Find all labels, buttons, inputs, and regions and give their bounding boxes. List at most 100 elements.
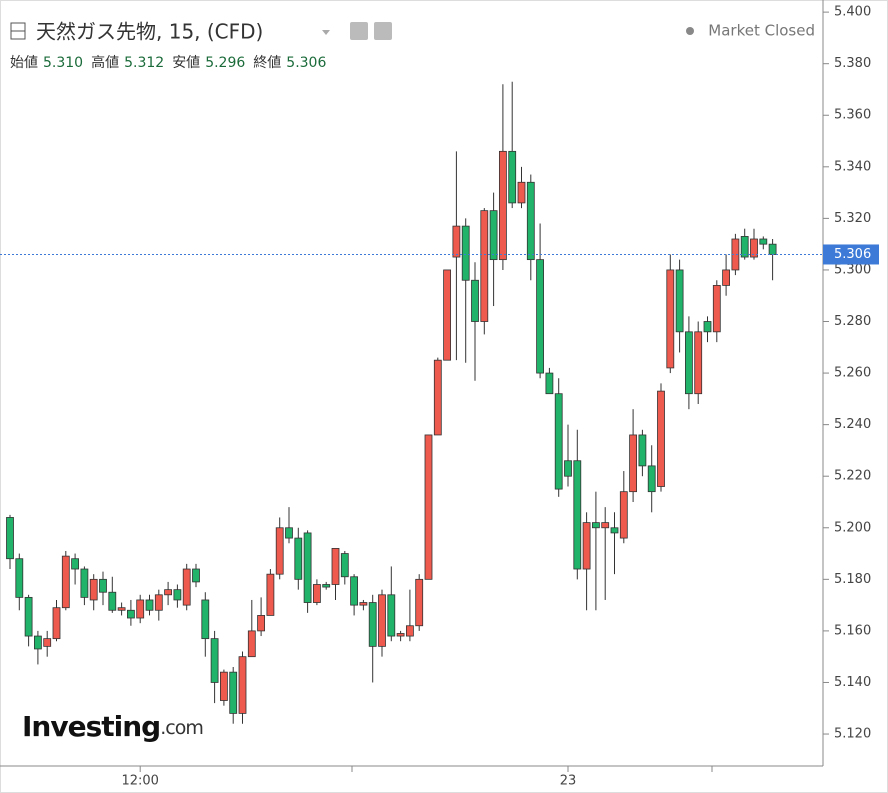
ohlc-label: 安値 [172, 55, 200, 71]
logo-suffix: .com [160, 717, 203, 739]
y-tick-label: 5.200 [834, 520, 871, 535]
y-tick-label: 5.340 [834, 159, 871, 174]
candle-body [164, 589, 173, 596]
last-price-box [823, 244, 879, 265]
logo-main: Investing [22, 710, 160, 743]
candle-body [61, 555, 70, 609]
y-tick-label: 5.280 [834, 314, 871, 329]
candle-body [247, 630, 256, 658]
eye-icon[interactable] [350, 22, 368, 40]
candle-body [508, 150, 517, 204]
settings-icon[interactable] [374, 22, 392, 40]
ohlc-value: 5.312 [124, 55, 164, 71]
candle-body [359, 602, 368, 606]
candle-body [498, 150, 507, 261]
candle-body [387, 594, 396, 637]
candle-body [201, 599, 210, 640]
y-tick-label: 5.360 [834, 108, 871, 123]
candle-body [350, 576, 359, 606]
candle-body [666, 269, 675, 369]
candle-body [52, 607, 61, 640]
candle-body [480, 210, 489, 322]
candle-body [173, 589, 182, 601]
candle-body [108, 591, 117, 611]
candle-body [145, 599, 154, 611]
y-tick-label: 5.380 [834, 56, 871, 71]
candle-body [405, 625, 414, 637]
candle-body [99, 578, 107, 593]
logo: Investing.com [22, 710, 203, 743]
y-tick-label: 5.240 [834, 417, 871, 432]
candle-body [610, 527, 619, 534]
candle-body [127, 609, 135, 619]
ohlc-label: 始値 [10, 55, 38, 71]
candle-body [731, 238, 740, 271]
y-tick-label: 5.120 [834, 727, 871, 742]
candle-body [433, 359, 442, 436]
candle-body [638, 434, 647, 467]
candle-body [378, 594, 386, 647]
last-price-label: 5.306 [834, 247, 871, 262]
candle-body [340, 553, 349, 578]
candle-body [285, 527, 293, 539]
candle-body [452, 225, 461, 258]
candle-body [685, 331, 693, 395]
candle-body [545, 372, 554, 395]
candle-body [368, 602, 377, 647]
candle-body [266, 573, 275, 616]
candle-body [136, 599, 145, 619]
candle-body [80, 568, 89, 598]
x-tick-label: 12:00 [121, 774, 158, 789]
candle-body [210, 638, 219, 683]
dropdown-icon[interactable] [322, 30, 330, 35]
candle-body [24, 596, 33, 637]
candle-body [331, 547, 340, 585]
candle-body [257, 615, 266, 632]
market-status: Market Closed [708, 22, 815, 40]
candle-body [34, 635, 42, 650]
candle-body [424, 434, 433, 580]
candle-body [43, 638, 52, 647]
candle-body [675, 269, 684, 333]
candle-body [573, 460, 582, 570]
candle-body [461, 225, 470, 281]
candle-body [71, 558, 79, 570]
ohlc-value: 5.310 [43, 55, 83, 71]
candle-body [517, 181, 526, 204]
candle-body [6, 517, 14, 560]
candle-body [275, 527, 284, 575]
candle-body [489, 210, 498, 261]
candle-body [443, 269, 452, 361]
y-tick-label: 5.260 [834, 366, 871, 381]
candle-body [703, 321, 712, 333]
y-tick-label: 5.180 [834, 572, 871, 587]
candle-body [471, 279, 479, 322]
candle-body [192, 568, 200, 583]
y-tick-label: 5.300 [834, 262, 871, 277]
candle-body [592, 522, 600, 529]
candle-body [712, 285, 721, 333]
ohlc-label: 高値 [91, 54, 119, 71]
status-dot [686, 27, 694, 35]
candle-body [740, 236, 749, 258]
candle-body [750, 238, 758, 258]
y-tick-label: 5.400 [834, 5, 871, 20]
candle-body [312, 584, 321, 603]
candle-body [722, 269, 730, 286]
candle-body [229, 671, 238, 714]
candle-body [154, 594, 163, 611]
y-tick-label: 5.140 [834, 675, 871, 690]
candle-body [15, 558, 24, 598]
y-tick-label: 5.320 [834, 211, 871, 226]
ohlc-legend: 始値 5.310 高値 5.312 安値 5.296 終値 5.306 [10, 54, 326, 71]
candle-body [303, 532, 312, 603]
ohlc-value: 5.296 [205, 55, 245, 71]
candle-body [647, 465, 656, 493]
candle-body [768, 243, 777, 255]
candle-body [294, 537, 303, 580]
candle-body [117, 607, 126, 611]
candle-body [657, 390, 665, 487]
x-tick-label: 23 [560, 774, 577, 789]
candle-body [759, 238, 768, 245]
